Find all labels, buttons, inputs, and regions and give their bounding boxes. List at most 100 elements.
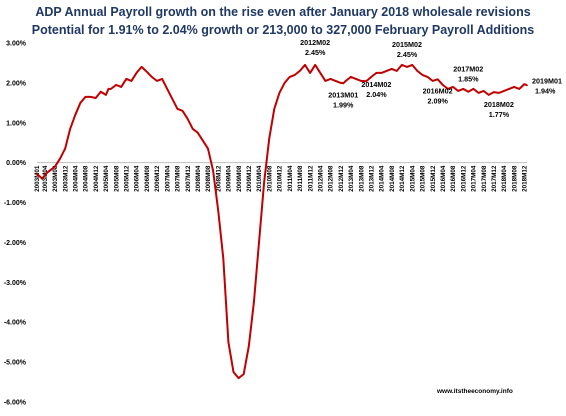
x-tick-label: 2016M12	[460, 165, 467, 192]
source-note: www.itstheeconomy.info	[436, 388, 513, 395]
x-tick-label: 2005M04	[103, 165, 110, 192]
data-point	[447, 88, 449, 90]
data-point	[46, 171, 49, 174]
data-point	[202, 139, 204, 142]
y-tick-label: -3.00%	[4, 280, 27, 287]
data-point	[370, 76, 373, 78]
data-point	[110, 88, 112, 90]
x-tick-label: 2005M12	[124, 165, 131, 192]
x-tick-label: 2018M04	[501, 165, 508, 192]
data-point	[212, 169, 214, 172]
data-point	[314, 64, 316, 66]
data-point	[140, 66, 143, 68]
data-point	[411, 64, 413, 66]
data-point	[467, 90, 470, 93]
data-point	[74, 114, 77, 116]
data-point	[36, 173, 38, 175]
x-tick-label: 2011M08	[297, 165, 304, 191]
x-tick-label: 2013M12	[369, 165, 376, 192]
annotation-label: 2016M02	[423, 86, 453, 95]
x-tick-label: 2017M12	[491, 165, 498, 192]
y-tick-label: 1.00%	[6, 120, 27, 127]
x-tick-label: 2008M12	[215, 165, 222, 192]
x-tick-label: 2013M04	[348, 165, 355, 192]
data-point	[365, 80, 368, 83]
data-point	[125, 78, 128, 80]
data-point	[380, 72, 383, 74]
y-axis: 3.00% 2.00% 1.00% 0.00% -1.00% -2.00% -3.00% -4…	[4, 41, 27, 407]
data-point	[161, 78, 163, 80]
series-points	[36, 64, 528, 379]
data-point	[293, 74, 296, 76]
x-tick-label: 2010M12	[277, 165, 284, 192]
data-point	[508, 88, 510, 90]
data-point	[498, 92, 500, 94]
x-tick-label: 2008M08	[205, 165, 212, 192]
annotation-value: 2.09%	[427, 96, 448, 105]
x-tick-label: 2018M12	[522, 165, 529, 192]
data-point	[416, 70, 419, 72]
data-point	[513, 86, 516, 88]
data-point	[283, 82, 286, 84]
x-tick-label: 2016M04	[440, 165, 447, 192]
annotation-label: 2018M02	[484, 100, 514, 109]
annotation-value: 1.77%	[489, 110, 510, 119]
data-point	[100, 90, 102, 93]
data-point	[156, 80, 158, 82]
data-point	[222, 257, 225, 260]
data-point	[462, 88, 464, 90]
data-point	[69, 127, 71, 130]
data-point	[390, 68, 393, 70]
annotation-value: 1.99%	[333, 100, 354, 109]
data-point	[64, 147, 66, 150]
x-tick-label: 2014M04	[379, 165, 386, 192]
data-point	[120, 86, 123, 88]
x-tick-label: 2017M08	[481, 165, 488, 192]
data-point	[493, 91, 495, 93]
data-point	[232, 371, 235, 373]
data-point	[477, 92, 480, 94]
x-tick-label: 2003M04	[42, 165, 49, 192]
data-point	[288, 76, 291, 78]
data-point	[324, 80, 327, 82]
data-point	[309, 72, 311, 74]
data-point	[207, 147, 209, 150]
data-point	[151, 76, 153, 78]
data-point	[41, 177, 43, 180]
x-tick-label: 2017M04	[471, 165, 478, 192]
data-point	[385, 70, 388, 72]
x-tick-label: 2009M04	[226, 165, 233, 192]
x-tick-label: 2006M12	[154, 165, 161, 192]
x-tick-label: 2013M08	[358, 165, 365, 192]
x-tick-label: 2007M04	[164, 165, 171, 192]
data-point	[181, 110, 184, 112]
x-axis: 2003M01 2003M04 2003M08 2003M12 2004M04 2004M…	[34, 165, 528, 192]
data-point	[360, 80, 362, 82]
y-tick-label: 0.00%	[6, 160, 27, 167]
chart-title-line-2: Potential for 1.91% to 2.04% growth or 2…	[32, 23, 535, 37]
x-tick-label: 2003M08	[52, 165, 59, 192]
x-tick-label: 2011M04	[287, 165, 294, 191]
data-point	[406, 66, 408, 68]
data-point	[115, 84, 117, 86]
data-point	[339, 82, 342, 84]
x-tick-label: 2006M04	[134, 165, 141, 192]
x-tick-label: 2004M04	[72, 165, 79, 192]
payroll-growth-series-line	[36, 63, 528, 380]
data-point	[355, 78, 357, 80]
data-point	[299, 70, 301, 72]
data-point	[472, 88, 475, 90]
annotation-value: 2.45%	[305, 48, 326, 57]
data-point	[54, 165, 56, 168]
data-point	[94, 97, 97, 99]
data-point	[304, 64, 306, 66]
x-tick-label: 2011M12	[307, 165, 314, 191]
data-point	[237, 377, 240, 379]
x-tick-label: 2016M08	[450, 165, 457, 192]
data-point	[421, 74, 424, 76]
x-tick-label: 2015M08	[420, 165, 427, 192]
y-tick-label: 2.00%	[6, 80, 27, 87]
data-point	[79, 102, 82, 104]
annotation-label: 2013M01	[328, 90, 358, 99]
